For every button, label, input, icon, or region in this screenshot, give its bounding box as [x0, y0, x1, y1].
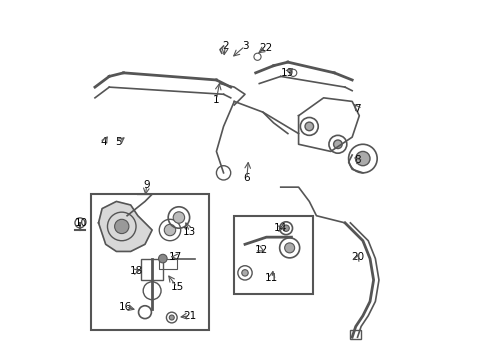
Text: 9: 9	[144, 180, 150, 190]
Text: 2: 2	[222, 41, 229, 51]
Circle shape	[356, 152, 370, 166]
Circle shape	[242, 270, 248, 276]
Text: 10: 10	[75, 218, 88, 228]
Text: 8: 8	[354, 156, 361, 165]
Circle shape	[305, 122, 314, 131]
Bar	[350, 330, 361, 339]
Text: 7: 7	[354, 104, 361, 113]
Circle shape	[285, 243, 294, 253]
Circle shape	[173, 212, 185, 223]
Text: 22: 22	[259, 43, 272, 53]
Text: 4: 4	[100, 138, 107, 148]
Bar	[234, 216, 313, 294]
Text: 1: 1	[213, 95, 220, 105]
Text: 6: 6	[244, 173, 250, 183]
Bar	[92, 194, 209, 330]
Text: 17: 17	[169, 252, 182, 262]
Text: 20: 20	[351, 252, 364, 262]
Text: 12: 12	[254, 245, 268, 255]
Text: 16: 16	[119, 302, 132, 312]
Bar	[142, 258, 163, 280]
Text: 19: 19	[281, 68, 294, 78]
Circle shape	[159, 254, 167, 263]
Text: 14: 14	[274, 223, 287, 233]
Text: 5: 5	[115, 138, 122, 148]
Circle shape	[283, 225, 289, 231]
Circle shape	[169, 315, 174, 320]
Text: 3: 3	[242, 41, 248, 51]
Text: 13: 13	[183, 227, 196, 237]
Circle shape	[115, 219, 129, 234]
Text: 11: 11	[265, 273, 278, 283]
Bar	[159, 258, 177, 269]
Text: 21: 21	[183, 311, 196, 321]
Circle shape	[164, 224, 176, 236]
Circle shape	[334, 140, 342, 149]
Polygon shape	[98, 202, 152, 251]
Text: 18: 18	[129, 266, 143, 276]
Text: 15: 15	[171, 282, 184, 292]
